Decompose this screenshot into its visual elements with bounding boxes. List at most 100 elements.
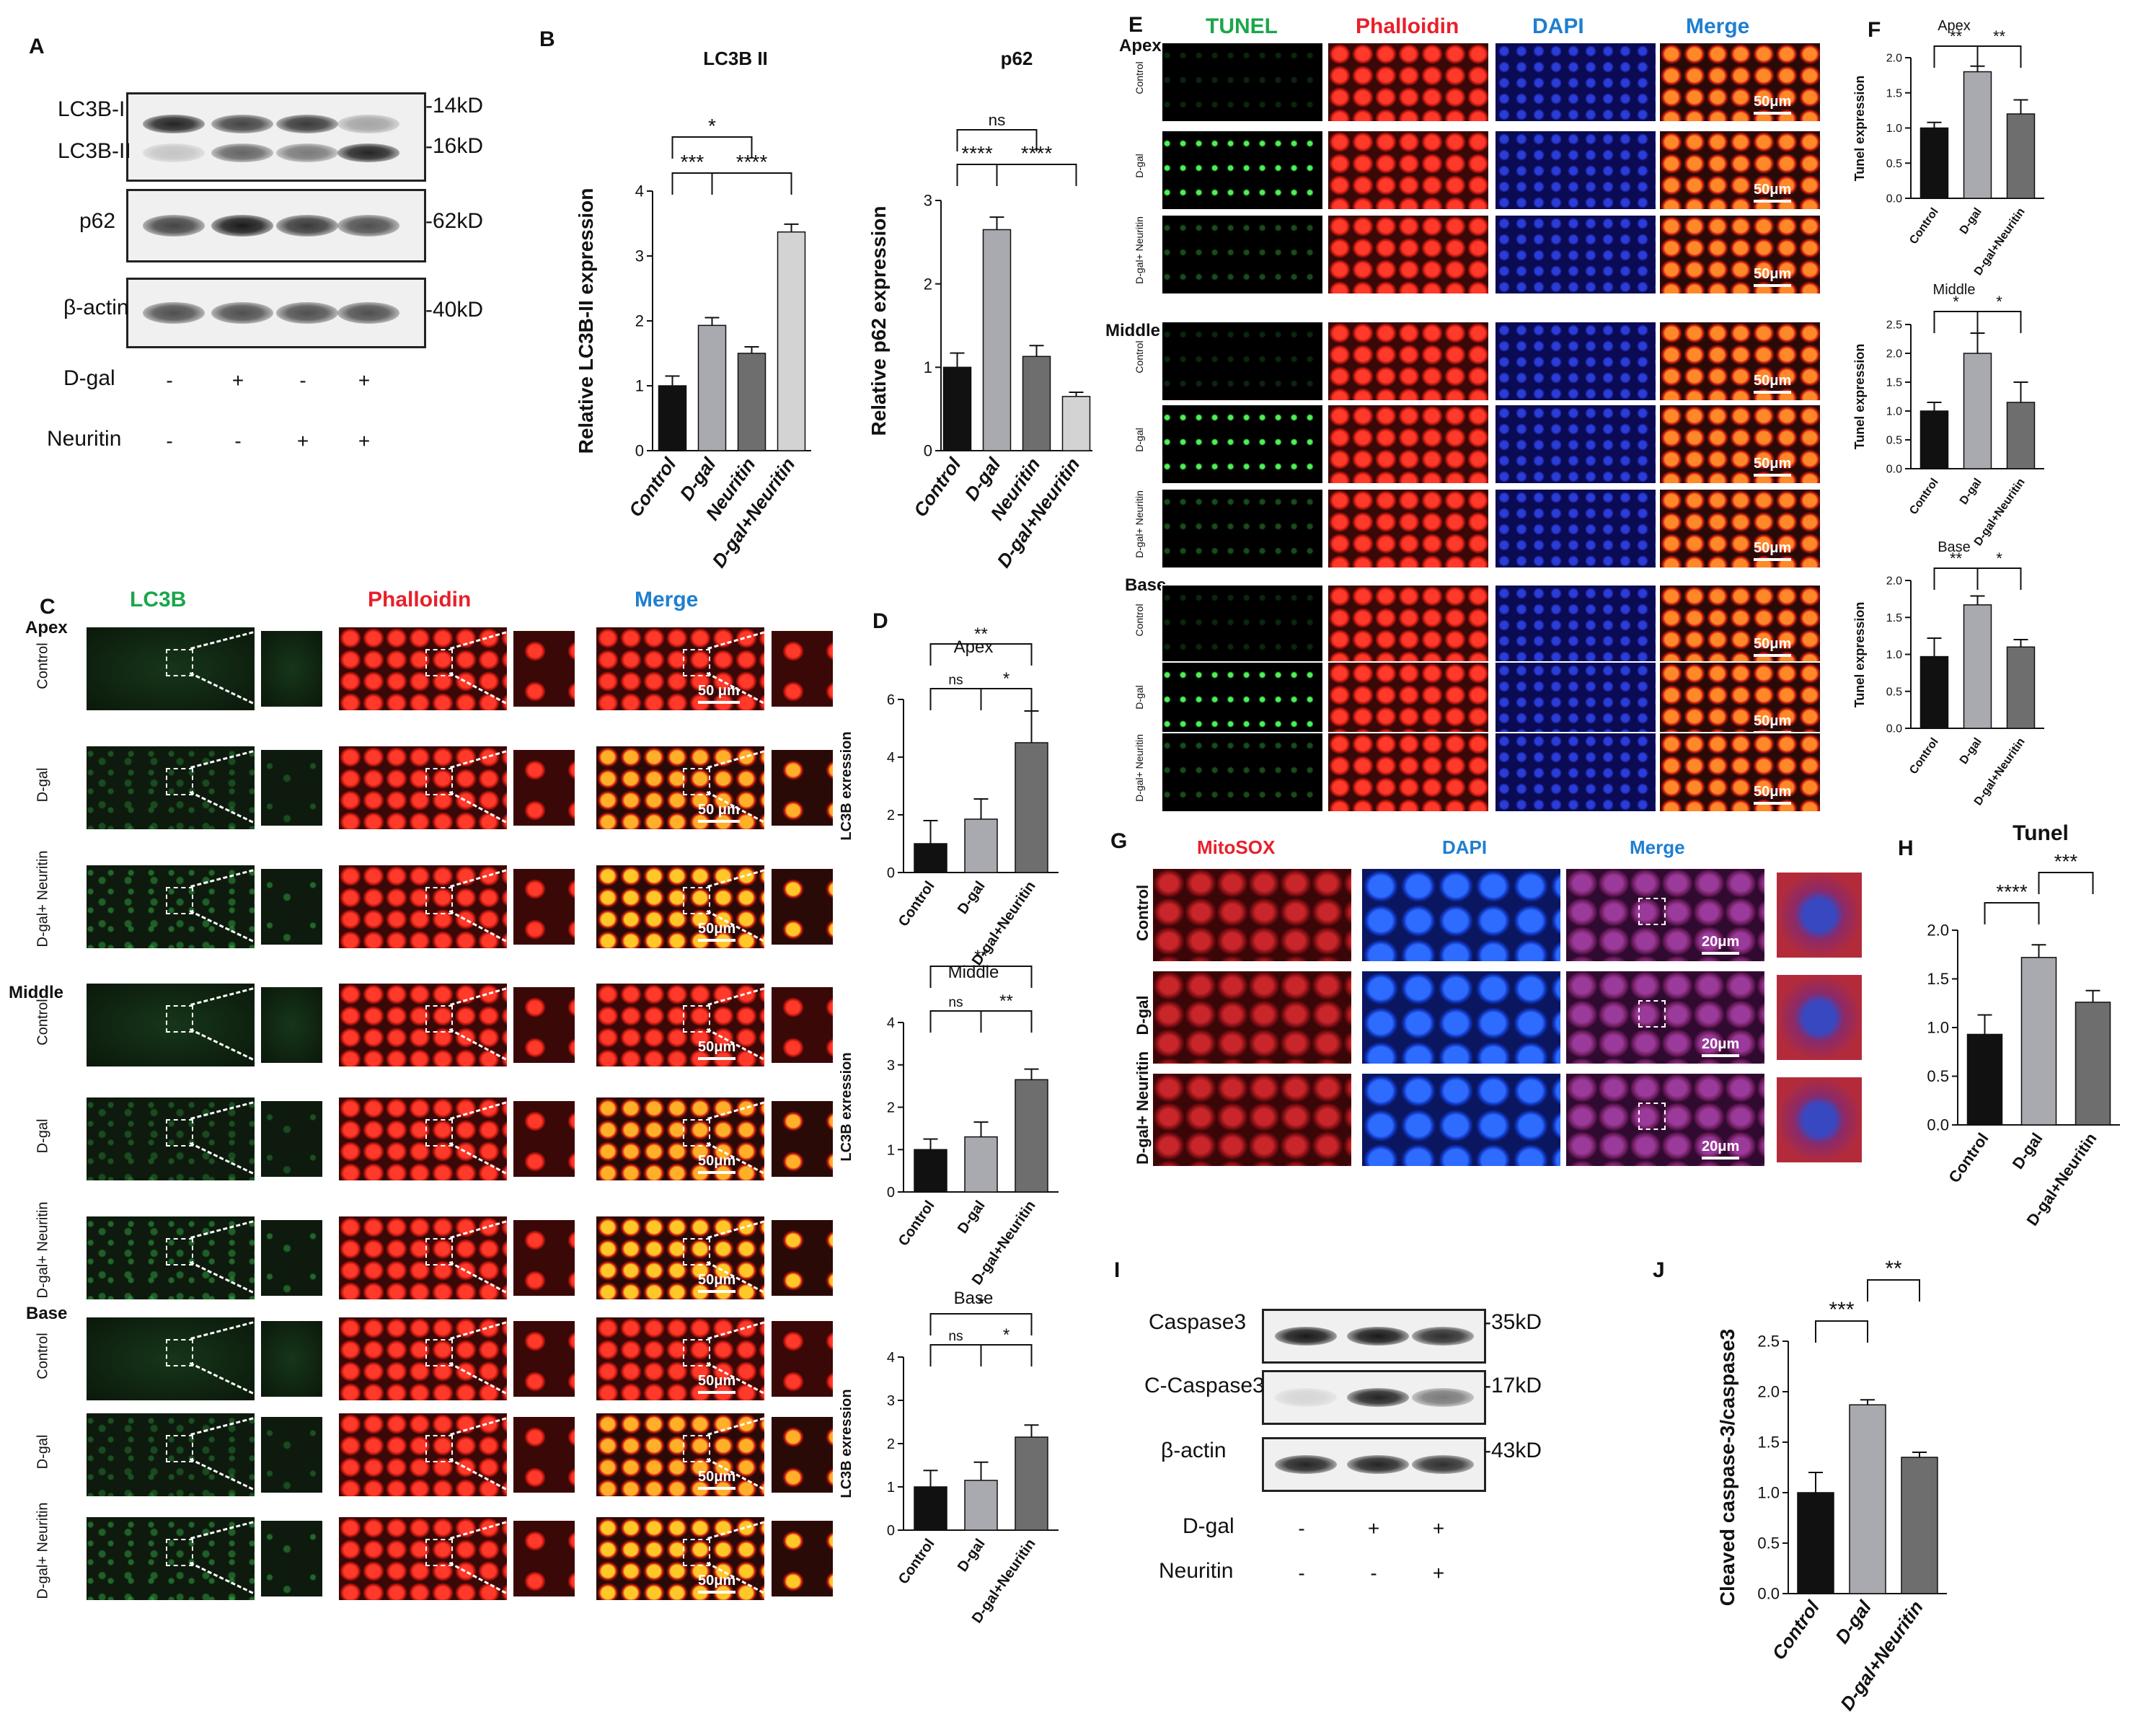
micrograph — [1361, 970, 1562, 1065]
roi-box — [166, 1339, 193, 1366]
bar — [1797, 1492, 1834, 1594]
significance-bracket — [980, 688, 1033, 710]
treatment-label-neuritin: Neuritin — [1159, 1559, 1234, 1583]
column-header: Merge — [1686, 14, 1750, 38]
chart-title: Middle — [1933, 282, 1976, 298]
bar — [1919, 410, 1949, 469]
blot-row — [1262, 1309, 1486, 1364]
roi-box — [683, 649, 710, 676]
inset-zoom — [512, 867, 576, 946]
column-header: Merge — [1630, 836, 1685, 858]
y-tick-label: 3 — [887, 1058, 895, 1074]
protein-band — [211, 215, 273, 237]
treatment-sign: - — [166, 430, 173, 452]
x-tick-label: D-gal — [1831, 1596, 1876, 1648]
y-axis-label: Relative LC3B-II expression — [575, 188, 597, 454]
scale-bar: 50μm — [1754, 784, 1792, 805]
roi-box — [683, 1005, 710, 1033]
protein-band — [1347, 1327, 1409, 1346]
significance-label: ns — [948, 995, 963, 1010]
panel-label-c: C — [40, 595, 56, 619]
y-axis-label: Relative p62 expression — [867, 206, 890, 436]
inset-zoom — [512, 1100, 576, 1178]
x-tick-label: Control — [896, 1536, 938, 1587]
scale-bar-line — [1754, 112, 1792, 115]
inset-zoom — [512, 748, 576, 827]
protein-band — [1412, 1388, 1474, 1407]
scale-bar: 50μm — [698, 1469, 736, 1490]
treatment-sign: - — [1298, 1517, 1305, 1540]
blot-row — [126, 189, 426, 262]
treatment-sign: - — [166, 369, 173, 392]
micrograph — [1327, 404, 1490, 485]
protein-band — [337, 302, 399, 324]
micrograph — [1361, 867, 1562, 963]
y-tick-label: 2 — [887, 808, 895, 823]
micrograph — [85, 1516, 256, 1602]
significance-label: ** — [1950, 27, 1963, 45]
micrograph — [1494, 42, 1657, 123]
significance-bracket — [711, 172, 792, 195]
bar — [964, 1136, 998, 1193]
y-tick-label: 1.0 — [1927, 1019, 1949, 1037]
micrograph — [595, 864, 766, 950]
significance-label: **** — [961, 142, 993, 164]
molecular-weight-label: -17kD — [1484, 1374, 1542, 1397]
micrograph — [1327, 214, 1490, 295]
bar — [1963, 353, 1992, 469]
y-tick-label: 1.5 — [1886, 377, 1902, 389]
significance-label: ** — [1885, 1257, 1902, 1281]
y-tick-label: 1.0 — [1886, 406, 1902, 418]
x-tick-label: Control — [624, 454, 681, 521]
y-tick-label: 2.0 — [1886, 53, 1902, 65]
inset-zoom — [260, 1100, 324, 1178]
bar — [1015, 1436, 1048, 1531]
y-tick-label: 0 — [887, 1523, 895, 1539]
y-tick-label: 4 — [887, 750, 895, 766]
bar — [1015, 1079, 1048, 1193]
micrograph — [1494, 214, 1657, 295]
roi-box — [425, 1539, 453, 1566]
y-tick-label: 0.5 — [1886, 686, 1902, 698]
molecular-weight-label: -14kD — [425, 94, 484, 118]
roi-box — [166, 649, 193, 676]
y-tick-label: 1 — [887, 1480, 895, 1496]
y-tick-label: 0.5 — [1757, 1534, 1780, 1552]
y-axis-label: LC3B exression — [839, 1389, 854, 1498]
treatment-sign: + — [358, 369, 371, 392]
bar — [1849, 1404, 1886, 1594]
significance-bracket — [671, 172, 713, 195]
y-tick-label: 1 — [924, 358, 932, 376]
roi-box — [166, 887, 193, 914]
micrograph — [1152, 970, 1353, 1065]
scale-bar-text: 50μm — [698, 1373, 736, 1389]
bar — [1919, 127, 1949, 199]
treatment-sign: - — [234, 430, 242, 452]
scale-bar-line — [1754, 474, 1792, 477]
micrograph — [1658, 404, 1821, 485]
significance-bracket — [929, 1344, 982, 1366]
x-tick-label: D-gal — [955, 878, 989, 917]
chart-title: Apex — [954, 637, 994, 657]
scale-bar-line — [698, 1487, 736, 1490]
scale-bar-line — [698, 1290, 736, 1293]
y-tick-label: 2 — [887, 1436, 895, 1452]
micrograph — [85, 745, 256, 831]
bar — [964, 1480, 998, 1531]
scale-bar: 50μm — [1754, 456, 1792, 477]
molecular-weight-label: -40kD — [425, 298, 484, 322]
inset-zoom — [260, 867, 324, 946]
inset-zoom — [260, 748, 324, 827]
micrograph — [337, 1316, 508, 1402]
roi-box — [425, 1005, 453, 1033]
scale-bar-line — [1754, 391, 1792, 394]
panel-label-g: G — [1110, 829, 1128, 853]
scale-bar: 50μm — [698, 1153, 736, 1174]
y-tick-label: 1.5 — [1886, 612, 1902, 624]
roi-box — [683, 1119, 710, 1147]
micrograph — [1658, 732, 1821, 813]
significance-bracket — [996, 164, 1077, 186]
inset-zoom — [1775, 871, 1863, 959]
micrograph — [1327, 321, 1490, 402]
